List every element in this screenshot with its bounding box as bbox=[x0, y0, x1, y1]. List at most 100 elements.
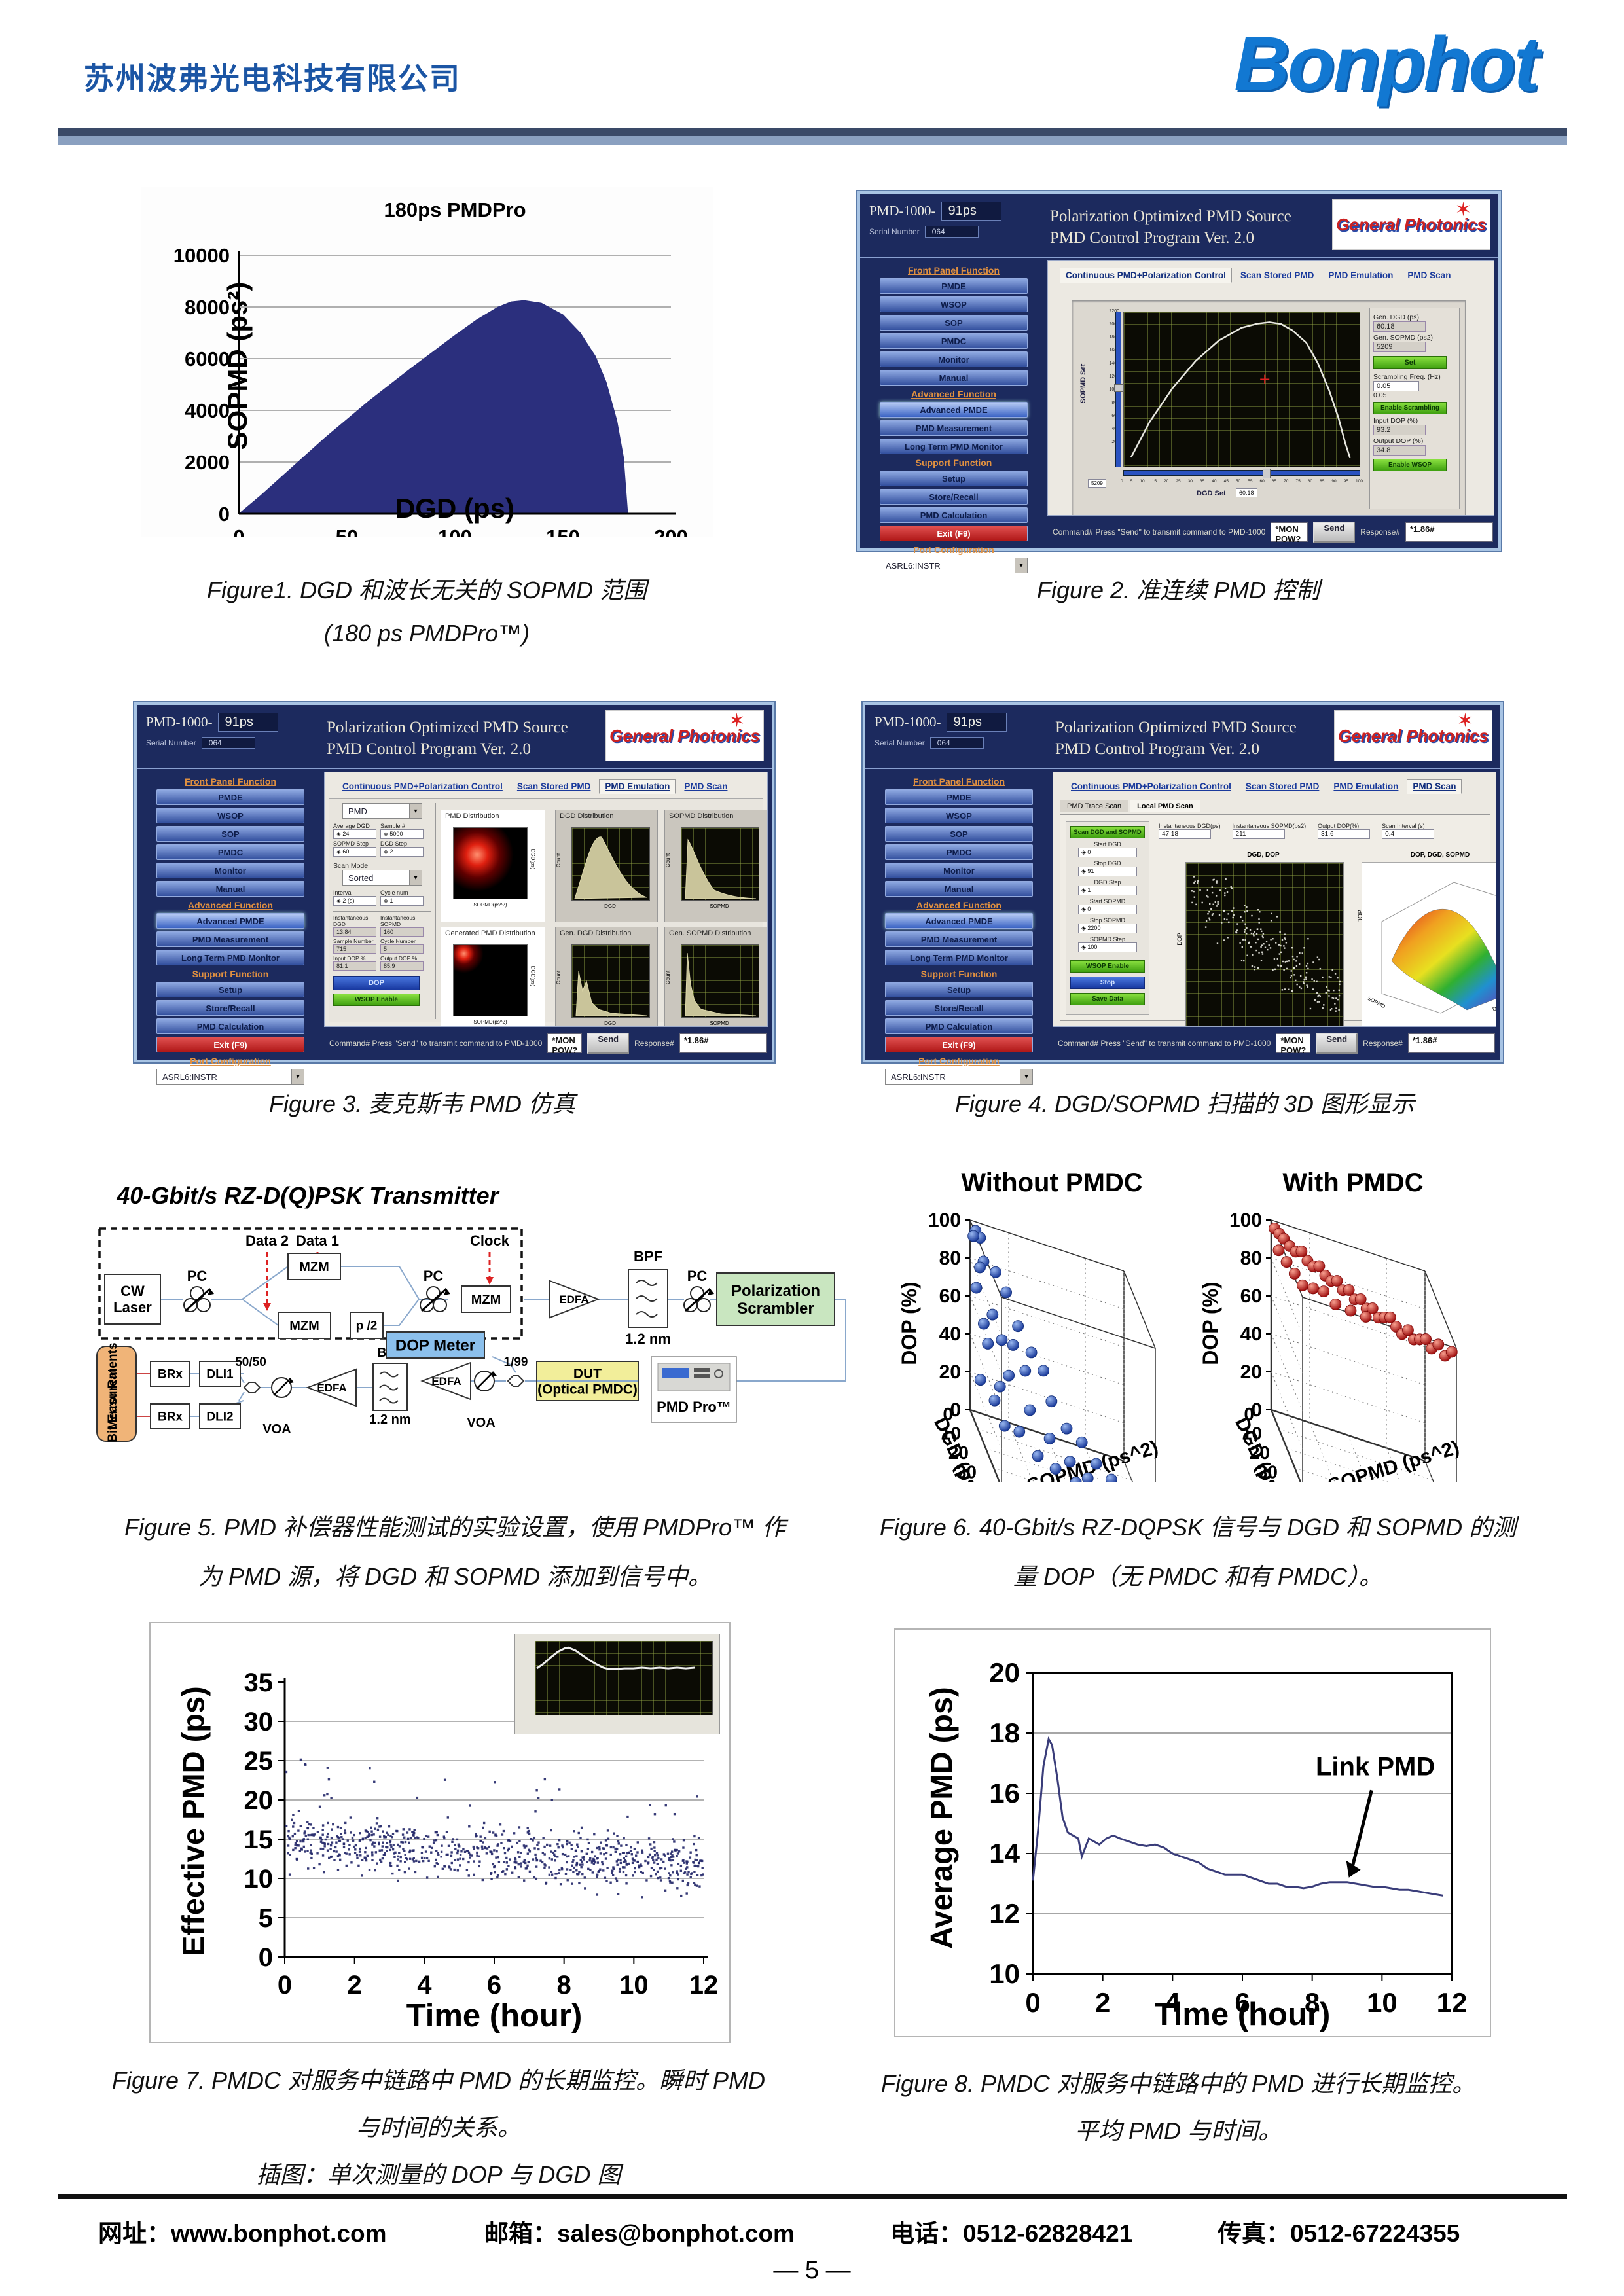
enable-scrambling-button[interactable]: Enable Scrambling bbox=[1373, 402, 1447, 414]
sidebar-section-heading[interactable]: Advanced Function bbox=[188, 900, 273, 910]
vertical-slider[interactable] bbox=[1114, 312, 1124, 467]
command-input[interactable]: *MON POW? bbox=[1276, 1033, 1311, 1055]
tab-scan-stored-pmd[interactable]: Scan Stored PMD bbox=[1240, 270, 1314, 280]
sidebar-section-heading-port[interactable]: Port Configuration bbox=[190, 1056, 271, 1066]
sidebar-button-long-term-pmd-monitor[interactable]: Long Term PMD Monitor bbox=[156, 950, 304, 965]
sidebar-button-wsop[interactable]: WSOP bbox=[885, 808, 1033, 823]
sidebar-button-long-term-pmd-monitor[interactable]: Long Term PMD Monitor bbox=[885, 950, 1033, 965]
set-button[interactable]: Set bbox=[1373, 356, 1447, 369]
sidebar-button-pmdc[interactable]: PMDC bbox=[880, 333, 1028, 349]
sidebar-button-advanced-pmde[interactable]: Advanced PMDE bbox=[880, 402, 1028, 418]
command-input[interactable]: *MON POW? bbox=[547, 1033, 583, 1055]
field-input[interactable]: ◈ 0 bbox=[1078, 848, 1137, 857]
sidebar-button-pmd-measurement[interactable]: PMD Measurement bbox=[880, 420, 1028, 436]
send-button[interactable]: Send bbox=[1316, 1033, 1358, 1054]
field-input[interactable]: ◈ 91 bbox=[1078, 867, 1137, 876]
sidebar-button-exit-f9-[interactable]: Exit (F9) bbox=[156, 1037, 304, 1052]
field-input[interactable]: ◈ 1 bbox=[380, 896, 424, 906]
sidebar-button-long-term-pmd-monitor[interactable]: Long Term PMD Monitor bbox=[880, 439, 1028, 454]
wsop-enable-button[interactable]: WSOP Enable bbox=[333, 994, 420, 1006]
field-input[interactable]: ◈ 2 bbox=[380, 847, 424, 857]
sidebar-section-heading[interactable]: Support Function bbox=[920, 969, 998, 979]
sidebar-section-heading[interactable]: Support Function bbox=[915, 457, 992, 468]
sidebar-button-pmde[interactable]: PMDE bbox=[880, 278, 1028, 294]
sidebar-button-monitor[interactable]: Monitor bbox=[156, 863, 304, 878]
field-input[interactable]: ◈ 2 (s) bbox=[333, 896, 376, 906]
sidebar-button-exit-f9-[interactable]: Exit (F9) bbox=[880, 526, 1028, 541]
field-input[interactable]: ◈ 0 bbox=[1078, 905, 1137, 914]
tab-scan-stored-pmd[interactable]: Scan Stored PMD bbox=[516, 781, 591, 791]
field-input[interactable]: ◈ 5000 bbox=[380, 829, 424, 839]
sidebar-button-setup[interactable]: Setup bbox=[880, 471, 1028, 486]
scan-mode-dropdown[interactable]: Sorted ▾ bbox=[342, 870, 422, 886]
field-input[interactable]: ◈ 60 bbox=[333, 847, 376, 857]
command-input[interactable]: *MON POW? bbox=[1271, 522, 1308, 544]
sidebar-button-store-recall[interactable]: Store/Recall bbox=[880, 489, 1028, 505]
send-button[interactable]: Send bbox=[587, 1033, 630, 1054]
sidebar-button-exit-f9-[interactable]: Exit (F9) bbox=[885, 1037, 1033, 1052]
tab-continuous-pmd-polarization-control[interactable]: Continuous PMD+Polarization Control bbox=[342, 781, 503, 791]
port-config-dropdown[interactable]: ASRL6:INSTR ▾ bbox=[885, 1069, 1033, 1085]
sidebar-button-pmd-calculation[interactable]: PMD Calculation bbox=[885, 1018, 1033, 1034]
sidebar-button-monitor[interactable]: Monitor bbox=[885, 863, 1033, 878]
tab-pmd-scan[interactable]: PMD Scan bbox=[1407, 270, 1451, 280]
save-data-button[interactable]: Save Data bbox=[1070, 993, 1145, 1005]
tab-pmd-scan[interactable]: PMD Scan bbox=[684, 781, 728, 791]
sidebar-button-sop[interactable]: SOP bbox=[156, 826, 304, 842]
sidebar-button-pmd-calculation[interactable]: PMD Calculation bbox=[880, 507, 1028, 523]
tab-pmd-emulation[interactable]: PMD Emulation bbox=[599, 779, 676, 794]
subtab-pmd-trace-scan[interactable]: PMD Trace Scan bbox=[1060, 800, 1129, 812]
chevron-down-icon[interactable]: ▾ bbox=[291, 1069, 304, 1084]
sidebar-button-advanced-pmde[interactable]: Advanced PMDE bbox=[156, 913, 304, 929]
enable-wsop-button[interactable]: Enable WSOP bbox=[1373, 459, 1447, 471]
sidebar-section-heading[interactable]: Front Panel Function bbox=[913, 776, 1005, 787]
sidebar-button-pmdc[interactable]: PMDC bbox=[156, 844, 304, 860]
chevron-down-icon[interactable]: ▾ bbox=[409, 870, 422, 885]
sidebar-button-pmde[interactable]: PMDE bbox=[885, 789, 1033, 805]
sidebar-button-advanced-pmde[interactable]: Advanced PMDE bbox=[885, 913, 1033, 929]
dop-button[interactable]: DOP bbox=[333, 976, 420, 990]
sidebar-button-setup[interactable]: Setup bbox=[156, 982, 304, 997]
pmd-type-dropdown[interactable]: PMD ▾ bbox=[342, 803, 422, 819]
sidebar-button-pmd-measurement[interactable]: PMD Measurement bbox=[156, 931, 304, 947]
sidebar-section-heading[interactable]: Support Function bbox=[192, 969, 269, 979]
port-config-dropdown[interactable]: ASRL6:INSTR ▾ bbox=[156, 1069, 304, 1085]
sidebar-button-store-recall[interactable]: Store/Recall bbox=[885, 1000, 1033, 1016]
sidebar-section-heading[interactable]: Advanced Function bbox=[916, 900, 1001, 910]
slider-handle[interactable] bbox=[1114, 384, 1124, 392]
sidebar-button-manual[interactable]: Manual bbox=[885, 881, 1033, 897]
sidebar-section-heading-port[interactable]: Port Configuration bbox=[913, 545, 994, 555]
chevron-down-icon[interactable]: ▾ bbox=[1020, 1069, 1032, 1084]
slider-handle[interactable] bbox=[1263, 469, 1271, 478]
sidebar-button-pmdc[interactable]: PMDC bbox=[885, 844, 1033, 860]
stop-button[interactable]: Stop bbox=[1070, 977, 1145, 989]
sidebar-button-pmd-measurement[interactable]: PMD Measurement bbox=[885, 931, 1033, 947]
port-config-dropdown[interactable]: ASRL6:INSTR ▾ bbox=[880, 558, 1028, 573]
sidebar-button-manual[interactable]: Manual bbox=[880, 370, 1028, 386]
sidebar-button-sop[interactable]: SOP bbox=[885, 826, 1033, 842]
tab-pmd-emulation[interactable]: PMD Emulation bbox=[1333, 781, 1399, 791]
subtab-local-pmd-scan[interactable]: Local PMD Scan bbox=[1130, 800, 1200, 812]
sidebar-button-pmde[interactable]: PMDE bbox=[156, 789, 304, 805]
tab-continuous-pmd-polarization-control[interactable]: Continuous PMD+Polarization Control bbox=[1071, 781, 1231, 791]
sidebar-button-manual[interactable]: Manual bbox=[156, 881, 304, 897]
tab-scan-stored-pmd[interactable]: Scan Stored PMD bbox=[1245, 781, 1320, 791]
sidebar-button-pmd-calculation[interactable]: PMD Calculation bbox=[156, 1018, 304, 1034]
sidebar-button-sop[interactable]: SOP bbox=[880, 315, 1028, 331]
slider-value-box[interactable]: 5209 bbox=[1088, 479, 1106, 488]
send-button[interactable]: Send bbox=[1313, 522, 1356, 543]
scan-dgd-sopmd-dropdown[interactable]: Scan DGD and SOPMD bbox=[1070, 826, 1145, 838]
sidebar-button-monitor[interactable]: Monitor bbox=[880, 351, 1028, 367]
tab-continuous-pmd-polarization-control[interactable]: Continuous PMD+Polarization Control bbox=[1060, 268, 1232, 283]
sidebar-button-setup[interactable]: Setup bbox=[885, 982, 1033, 997]
tab-pmd-scan[interactable]: PMD Scan bbox=[1407, 779, 1462, 794]
sidebar-section-heading[interactable]: Front Panel Function bbox=[908, 265, 1000, 276]
sidebar-section-heading[interactable]: Advanced Function bbox=[911, 389, 996, 399]
tab-pmd-emulation[interactable]: PMD Emulation bbox=[1328, 270, 1394, 280]
sidebar-button-wsop[interactable]: WSOP bbox=[156, 808, 304, 823]
horizontal-slider[interactable] bbox=[1123, 469, 1360, 478]
wsop-enable-button[interactable]: WSOP Enable bbox=[1070, 960, 1145, 973]
sidebar-button-store-recall[interactable]: Store/Recall bbox=[156, 1000, 304, 1016]
sidebar-button-wsop[interactable]: WSOP bbox=[880, 296, 1028, 312]
dgd-set-value[interactable]: 60.18 bbox=[1236, 488, 1257, 497]
